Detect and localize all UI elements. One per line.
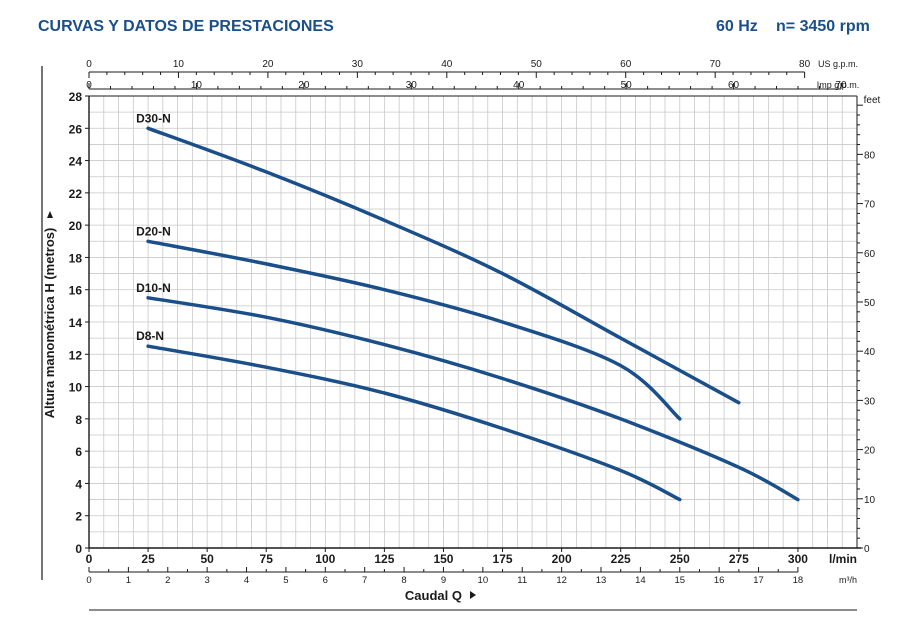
feet-unit-label: feet <box>864 95 881 106</box>
m3h-tick-label: 15 <box>674 575 685 586</box>
feet-tick-label: 70 <box>864 200 876 211</box>
x-tick-label: 150 <box>433 552 453 566</box>
y-tick-label: 26 <box>69 122 83 136</box>
us-gpm-tick-label: 50 <box>531 59 543 70</box>
m3h-tick-label: 3 <box>205 575 210 586</box>
curve-label-d8-n: D8-N <box>136 329 164 343</box>
x-tick-label: 25 <box>141 552 155 566</box>
m3h-tick-label: 17 <box>753 575 764 586</box>
m3h-tick-label: 9 <box>441 575 446 586</box>
y-tick-label: 12 <box>69 348 83 362</box>
feet-tick-label: 80 <box>864 150 876 161</box>
speed-label: n= 3450 rpm <box>776 18 870 35</box>
x-tick-label: 200 <box>552 552 572 566</box>
y-axis-arrow-icon <box>47 211 53 218</box>
curve-label-d10-n: D10-N <box>136 281 171 295</box>
imp-gpm-tick-label: 0 <box>86 80 92 91</box>
m3h-tick-label: 6 <box>323 575 328 586</box>
imp-gpm-tick-label: 10 <box>191 80 203 91</box>
x-axis-arrow-icon <box>470 591 476 599</box>
x-tick-label: 50 <box>200 552 214 566</box>
x-tick-label: 250 <box>670 552 690 566</box>
curve-label-d30-n: D30-N <box>136 111 171 125</box>
x-unit-label: l/min <box>829 552 857 566</box>
m3h-tick-label: 11 <box>517 575 527 586</box>
x-tick-label: 275 <box>729 552 749 566</box>
m3h-tick-label: 0 <box>86 575 91 586</box>
imp-gpm-unit-label: Imp g.p.m. <box>817 80 860 90</box>
frequency-label: 60 Hz <box>716 18 758 35</box>
feet-tick-label: 60 <box>864 249 876 260</box>
y-tick-label: 14 <box>69 316 83 330</box>
feet-tick-label: 0 <box>864 544 870 555</box>
y-tick-label: 4 <box>75 477 82 491</box>
m3h-tick-label: 10 <box>478 575 489 586</box>
curve-d8-n <box>146 344 682 502</box>
imp-gpm-tick-label: 20 <box>298 80 310 91</box>
m3h-tick-label: 1 <box>126 575 131 586</box>
us-gpm-tick-label: 0 <box>86 59 92 70</box>
y-tick-label: 24 <box>69 155 83 169</box>
m3h-tick-label: 12 <box>556 575 567 586</box>
feet-tick-label: 50 <box>864 298 876 309</box>
y-axis-title: Altura manométrica H (metros) <box>42 228 57 419</box>
x-tick-label: 75 <box>260 552 274 566</box>
us-gpm-tick-label: 40 <box>441 59 453 70</box>
x-tick-label: 225 <box>611 552 631 566</box>
y-tick-label: 2 <box>75 510 82 524</box>
us-gpm-tick-label: 10 <box>173 59 185 70</box>
us-gpm-tick-label: 80 <box>799 59 811 70</box>
m3h-tick-label: 16 <box>714 575 725 586</box>
imp-gpm-tick-label: 70 <box>835 80 847 91</box>
m3h-tick-label: 13 <box>596 575 607 586</box>
feet-tick-label: 30 <box>864 396 876 407</box>
us-gpm-tick-label: 70 <box>710 59 722 70</box>
curve-d10-n <box>146 296 800 502</box>
x-tick-label: 300 <box>788 552 808 566</box>
m3h-tick-label: 18 <box>793 575 804 586</box>
us-gpm-tick-label: 60 <box>620 59 632 70</box>
x-tick-label: 100 <box>315 552 335 566</box>
x-axis-title: Caudal Q <box>405 588 462 603</box>
curve-d20-n <box>146 239 682 421</box>
y-tick-label: 20 <box>69 219 83 233</box>
us-gpm-tick-label: 30 <box>352 59 364 70</box>
chart-title: CURVAS Y DATOS DE PRESTACIONES <box>38 18 334 35</box>
x-tick-label: 125 <box>374 552 394 566</box>
m3h-tick-label: 14 <box>635 575 646 586</box>
y-tick-label: 8 <box>75 413 82 427</box>
y-tick-label: 6 <box>75 445 82 459</box>
m3h-unit-label: m³/h <box>839 575 857 585</box>
imp-gpm-tick-label: 40 <box>513 80 525 91</box>
feet-tick-label: 20 <box>864 446 876 457</box>
feet-tick-label: 40 <box>864 347 876 358</box>
us-gpm-unit-label: US g.p.m. <box>818 59 858 69</box>
y-tick-label: 18 <box>69 251 83 265</box>
axes <box>41 66 863 611</box>
y-tick-label: 22 <box>69 187 83 201</box>
imp-gpm-tick-label: 50 <box>621 80 633 91</box>
y-tick-label: 10 <box>69 381 83 395</box>
curve-d30-n <box>146 126 741 405</box>
m3h-tick-label: 4 <box>244 575 249 586</box>
grid <box>88 95 858 549</box>
curves <box>146 126 800 502</box>
m3h-tick-label: 8 <box>401 575 406 586</box>
feet-tick-label: 10 <box>864 495 876 506</box>
m3h-tick-label: 5 <box>283 575 288 586</box>
m3h-tick-label: 2 <box>165 575 170 586</box>
curve-label-d20-n: D20-N <box>136 224 171 238</box>
x-tick-label: 0 <box>86 552 93 566</box>
y-tick-label: 16 <box>69 284 83 298</box>
imp-gpm-tick-label: 30 <box>406 80 418 91</box>
y-tick-label: 0 <box>75 542 82 556</box>
us-gpm-tick-label: 20 <box>262 59 274 70</box>
x-tick-label: 175 <box>493 552 513 566</box>
m3h-tick-label: 7 <box>362 575 367 586</box>
imp-gpm-tick-label: 60 <box>728 80 740 91</box>
y-tick-label: 28 <box>69 90 83 104</box>
